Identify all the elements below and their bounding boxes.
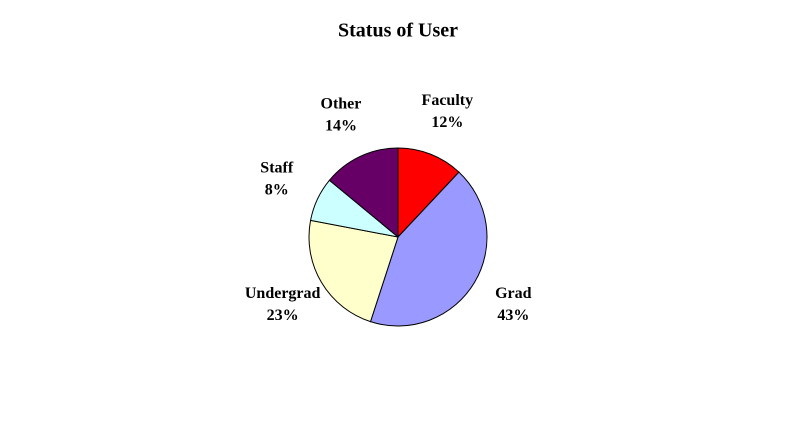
slice-label: Staff (260, 160, 294, 177)
chart-title: Status of User (338, 20, 458, 42)
slice-value-label: 23% (267, 307, 299, 324)
slice-label: Grad (495, 285, 532, 302)
slice-value-label: 12% (431, 114, 463, 131)
slice-label: Faculty (422, 92, 474, 109)
pie-slice (369, 171, 488, 327)
pie-slice (308, 219, 399, 323)
pie-slice (397, 147, 460, 239)
slice-label: Other (321, 95, 362, 112)
slice-label: Undergrad (245, 285, 321, 302)
slice-value-label: 8% (265, 182, 289, 199)
slice-value-label: 14% (325, 117, 357, 134)
slice-value-label: 43% (497, 307, 529, 324)
pie-slice (328, 147, 399, 239)
